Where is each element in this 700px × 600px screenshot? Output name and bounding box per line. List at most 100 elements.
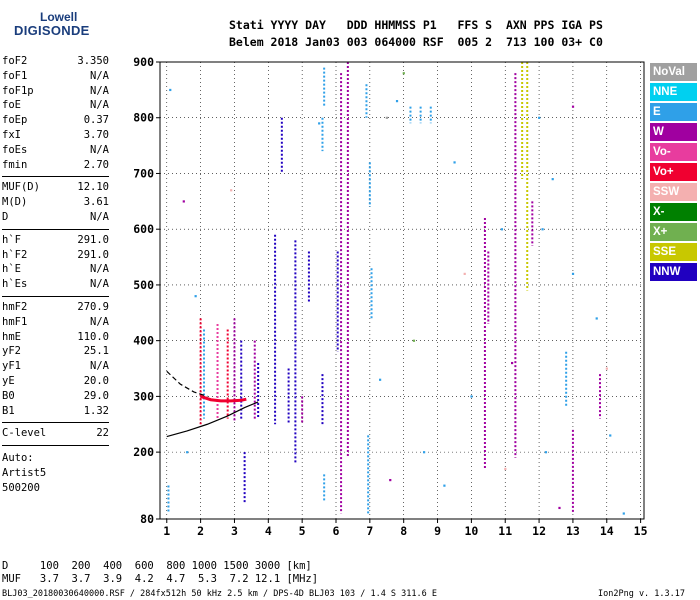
- param-row: foEp 0.37: [2, 114, 109, 129]
- echo-point: [379, 378, 382, 381]
- param-row: hmF1 N/A: [2, 316, 109, 331]
- y-tick-label: 300: [133, 389, 154, 403]
- x-tick-label: 15: [634, 524, 648, 538]
- legend-item: SSE: [650, 243, 697, 261]
- echo-point: [470, 395, 473, 398]
- x-tick-label: 14: [600, 524, 614, 538]
- param-name: MUF(D): [2, 181, 40, 194]
- param-row: foE N/A: [2, 99, 109, 114]
- param-value: 29.0: [83, 389, 109, 402]
- param-separator: [2, 296, 109, 297]
- echo-point: [395, 100, 399, 103]
- y-tick-label: 80: [140, 512, 154, 526]
- echo-point: [443, 484, 446, 487]
- param-value: 291.0: [77, 248, 109, 261]
- echo-point: [412, 339, 416, 342]
- param-value: N/A: [90, 263, 109, 276]
- param-name: hmF1: [2, 315, 28, 328]
- echo-point: [558, 506, 561, 510]
- param-name: C-level: [2, 427, 47, 440]
- echo-point: [500, 228, 504, 231]
- y-tick-label: 400: [133, 334, 154, 348]
- param-value: 3.350: [77, 55, 109, 67]
- y-tick-label: 600: [133, 222, 154, 236]
- param-row: h`Es N/A: [2, 278, 109, 293]
- param-row: h`F 291.0: [2, 234, 109, 249]
- param-value: N/A: [90, 278, 109, 291]
- header-labels: Stati YYYY DAY DDD HHMMSS P1 FFS S AXN P…: [229, 18, 603, 32]
- param-value: 291.0: [77, 233, 109, 246]
- legend-item: NNE: [650, 83, 697, 101]
- param-value: N/A: [90, 84, 109, 97]
- echo-point: [230, 189, 233, 192]
- autoscaling-info: 500200: [2, 481, 40, 494]
- echo-point: [504, 467, 507, 471]
- x-tick-label: 8: [400, 524, 407, 538]
- footer-version: Ion2Png v. 1.3.17: [598, 589, 685, 599]
- param-name: B1: [2, 404, 15, 417]
- param-name: h`Es: [2, 278, 28, 291]
- param-row: fmin 2.70: [2, 159, 109, 174]
- param-name: D: [2, 211, 9, 223]
- param-row: foF1 N/A: [2, 70, 109, 85]
- legend-item: SSW: [650, 183, 697, 201]
- param-value: 110.0: [77, 330, 109, 343]
- x-tick-label: 7: [366, 524, 373, 538]
- y-tick-label: 800: [133, 111, 154, 125]
- param-row: M(D) 3.61: [2, 196, 109, 211]
- echo-point: [511, 361, 514, 365]
- legend-item: W: [650, 123, 697, 141]
- autoscaling-info: Auto:: [2, 452, 34, 465]
- param-name: h`E: [2, 263, 21, 276]
- param-value: N/A: [90, 360, 109, 373]
- x-tick-label: 9: [434, 524, 441, 538]
- param-name: foE: [2, 99, 21, 112]
- param-row: h`E N/A: [2, 263, 109, 278]
- o-extrapolated: [166, 370, 208, 397]
- x-tick-label: 4: [265, 524, 272, 538]
- param-row: MUF(D) 12.10: [2, 181, 109, 196]
- parameter-panel: foF2 3.350 foF1 N/A foF1p N/A foE N/A foEp 0.37 fx…: [2, 55, 109, 535]
- echo-point: [541, 228, 544, 231]
- param-row: B1 1.32: [2, 405, 109, 420]
- param-value: 20.0: [83, 375, 109, 387]
- echo-point: [318, 122, 321, 125]
- echo-point: [186, 451, 189, 454]
- y-tick-label: 900: [133, 55, 154, 69]
- x-tick-label: 12: [532, 524, 546, 538]
- echo-point: [605, 367, 608, 370]
- x-tick-label: 1: [163, 524, 170, 538]
- param-separator: [2, 422, 109, 424]
- legend-item: NNW: [650, 263, 697, 281]
- param-value: N/A: [90, 99, 109, 112]
- header-values: Belem 2018 Jan03 003 064000 RSF 005 2 71…: [229, 35, 603, 49]
- param-value: 3.61: [83, 196, 109, 209]
- y-tick-label: 700: [133, 166, 154, 180]
- param-value: 270.9: [77, 301, 109, 313]
- param-name: foF1p: [2, 84, 34, 97]
- x-trace: [166, 401, 259, 438]
- param-separator: [2, 176, 109, 178]
- param-name: foEp: [2, 114, 28, 127]
- plot-area: [160, 62, 644, 519]
- param-row: C-level 22: [2, 427, 109, 442]
- param-name: foF2: [2, 55, 28, 67]
- y-tick-label: 500: [133, 278, 154, 292]
- legend-item: X-: [650, 203, 697, 221]
- param-value: 1.32: [83, 404, 109, 417]
- echo-point: [609, 434, 612, 437]
- param-row: hmF2 270.9: [2, 301, 109, 316]
- echo-point: [544, 451, 548, 454]
- param-name: B0: [2, 389, 15, 402]
- legend-item: Vo+: [650, 163, 697, 181]
- echo-point: [453, 161, 456, 164]
- param-value: 3.70: [83, 129, 109, 141]
- autoscaling-info: Artist5: [2, 467, 47, 479]
- param-value: 12.10: [77, 181, 109, 194]
- echo-point: [402, 72, 405, 75]
- param-value: N/A: [90, 211, 109, 223]
- footer-distance-row: D 100 200 400 600 800 1000 1500 3000 [km…: [2, 560, 312, 572]
- param-name: hmF2: [2, 301, 28, 313]
- param-name: fxI: [2, 129, 21, 141]
- echo-point: [551, 178, 554, 181]
